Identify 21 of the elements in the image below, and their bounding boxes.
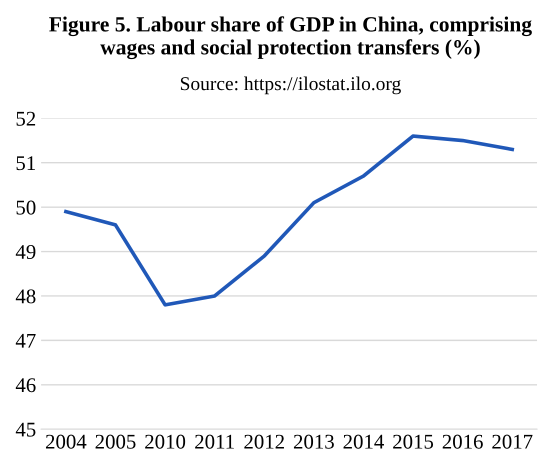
y-tick-label: 46: [16, 378, 36, 392]
y-tick-label: 47: [16, 334, 36, 348]
y-tick-label: 45: [16, 422, 36, 437]
line-series: [64, 134, 514, 307]
y-tick-label: 49: [16, 244, 36, 259]
x-tick-label: 2016: [442, 434, 483, 449]
x-tick-label: 2013: [294, 434, 334, 449]
x-tick-label: 2017: [492, 434, 532, 449]
chart-title: Figure 5. Labour share of GDP in China, comprising wages and social protection transfers (%): [49, 16, 532, 60]
x-tick-label: 2005: [96, 434, 136, 449]
y-tick-label: 50: [16, 200, 36, 215]
x-tick-label: 2014: [344, 434, 384, 449]
y-tick-label: 48: [16, 289, 36, 304]
y-tick-label: 51: [16, 156, 35, 170]
chart-subtitle: Source: https://ilostat.ilo.org: [180, 76, 401, 94]
x-tick-label: 2012: [244, 434, 284, 449]
x-tick-label: 2011: [195, 434, 234, 449]
x-tick-label: 2004: [46, 434, 86, 449]
x-tick-label: 2015: [393, 434, 434, 449]
y-tick-label: 52: [16, 112, 36, 126]
x-tick-label: 2010: [145, 434, 186, 449]
